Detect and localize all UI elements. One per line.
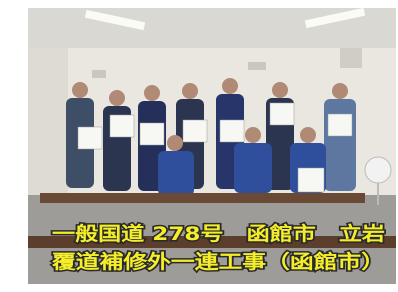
wall-box <box>92 70 106 78</box>
wall-box <box>248 62 266 70</box>
vent <box>340 48 362 68</box>
photo-scene: 一般国道 278号 函館市 立岩 覆道補修外一連工事（函館市） <box>0 0 398 288</box>
fan <box>365 157 391 183</box>
caption-line: 覆道補修外一連工事（函館市） <box>51 250 385 273</box>
page: 一般国道 278号 函館市 立岩 覆道補修外一連工事（函館市） (() => {… <box>0 0 398 288</box>
caption-line: 一般国道 278号 函館市 立岩 <box>52 222 385 245</box>
table <box>40 193 365 203</box>
side-wall <box>28 48 68 208</box>
